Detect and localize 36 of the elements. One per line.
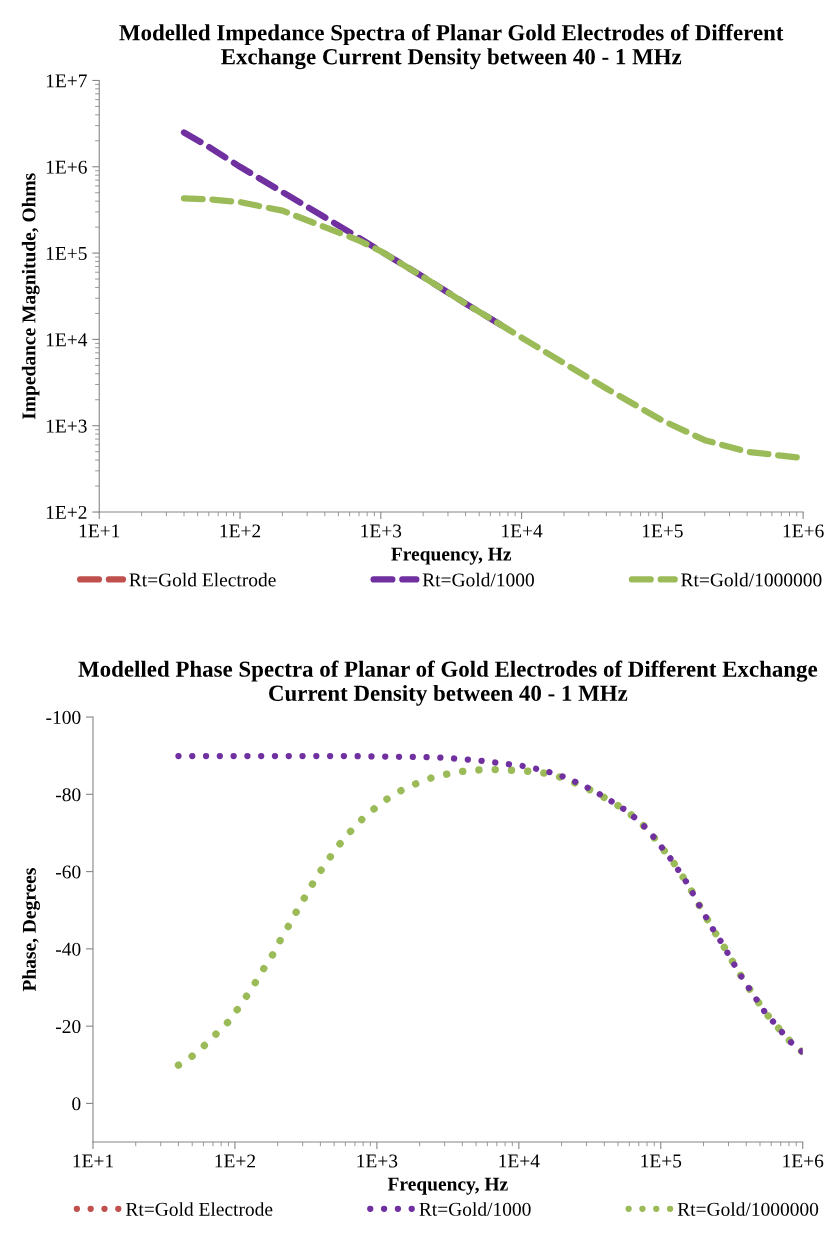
legend-label: Rt=Gold Electrode	[129, 572, 276, 587]
y-tick-label: 1E+6	[46, 160, 87, 174]
x-tick-label: 1E+6	[783, 524, 824, 538]
chart-title: Modelled Phase Spectra of Planar of Gold Electrodes of Different Exchange Current Density between 40 - 1 MHz	[78, 660, 818, 706]
y-tick-label: 1E+2	[46, 505, 87, 519]
x-tick-label: 1E+1	[79, 524, 120, 538]
y-tick-label: 1E+5	[46, 247, 87, 261]
y-tick-label: -60	[55, 865, 81, 879]
x-tick-label: 1E+2	[220, 524, 261, 538]
y-tick-label: -20	[55, 1019, 81, 1034]
y-axis-title: Impedance Magnitude, Ohms	[21, 173, 40, 420]
x-tick-label: 1E+3	[361, 524, 402, 538]
x-tick-label: 1E+6	[783, 1154, 824, 1168]
x-tick-label: 1E+2	[215, 1154, 256, 1168]
y-tick-label: -80	[55, 788, 81, 802]
x-tick-label: 1E+1	[73, 1154, 113, 1168]
legend-label: Rt=Gold/1000000	[677, 1202, 819, 1216]
y-axis-title: Phase, Degrees	[22, 868, 40, 992]
legend-label: Rt=Gold Electrode	[126, 1202, 273, 1216]
legend-label: Rt=Gold/1000	[422, 572, 534, 587]
x-axis-title: Frequency, Hz	[391, 547, 512, 565]
y-tick-label: 1E+7	[46, 74, 87, 88]
y-tick-label: 1E+4	[46, 333, 88, 347]
y-tick-label: 1E+3	[46, 419, 87, 433]
y-tick-label: -100	[46, 710, 81, 724]
x-tick-label: 1E+4	[499, 1154, 540, 1168]
chart-title: Modelled Impedance Spectra of Planar Gold Electrodes of Different Exchange Current Density between 40 - 1 MHz	[119, 24, 784, 70]
x-tick-label: 1E+5	[642, 524, 683, 538]
x-tick-label: 1E+3	[357, 1154, 398, 1168]
legend-label: Rt=Gold/1000000	[681, 572, 822, 587]
x-tick-label: 1E+5	[641, 1154, 682, 1168]
x-tick-label: 1E+4	[502, 524, 543, 538]
legend-label: Rt=Gold/1000	[419, 1202, 531, 1216]
x-axis-title: Frequency, Hz	[387, 1177, 508, 1195]
y-tick-label: -40	[55, 942, 81, 956]
y-tick-label: 0	[72, 1097, 81, 1111]
